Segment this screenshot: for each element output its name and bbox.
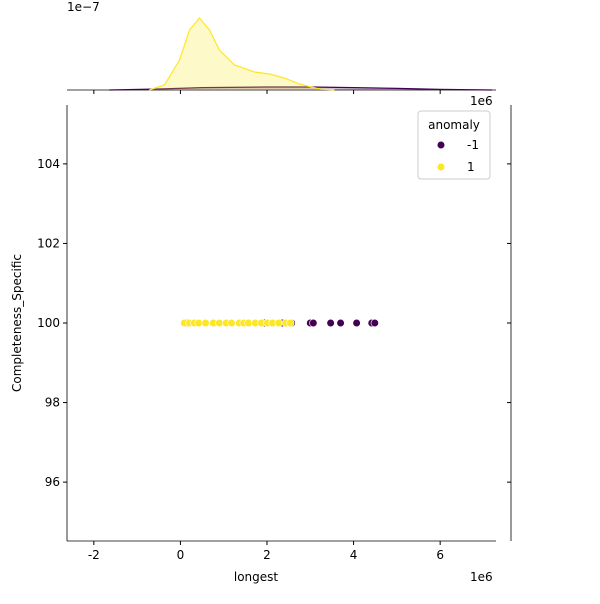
x-tick-label: 2 [263,548,271,562]
x-tick-label: 0 [177,548,185,562]
y-axis-label: Completeness_Specific [10,254,24,392]
legend-box [417,110,491,180]
point [326,318,335,328]
y-tick-label: 100 [37,316,60,330]
point [215,318,224,328]
x-axis-label: longest [234,570,279,584]
x-tick-label: -2 [88,548,100,562]
x-offset-label: 1e6 [470,570,493,584]
point [201,318,210,328]
point [352,318,361,328]
y-tick-label: 102 [37,236,60,250]
legend-title: anomaly [428,118,480,132]
legend-marker [436,140,446,150]
x-tick-label: 6 [436,548,444,562]
point [194,318,203,328]
point [309,318,318,328]
marginal-offset-label: 1e−7 [67,0,100,14]
y-tick-label: 96 [45,475,60,489]
point [336,318,345,328]
legend-marker [436,162,446,172]
density-line [149,17,335,91]
y-tick-label: 98 [45,396,60,410]
x-tick-label: 4 [350,548,358,562]
legend-label: 1 [467,160,475,174]
legend-label: -1 [467,138,479,152]
point [227,318,236,328]
marginal-x-offset-label: 1e6 [470,94,493,108]
point [286,318,295,328]
point [244,318,253,328]
point [370,318,379,328]
y-tick-label: 104 [37,157,60,171]
density-area [149,18,335,90]
point [274,318,283,328]
